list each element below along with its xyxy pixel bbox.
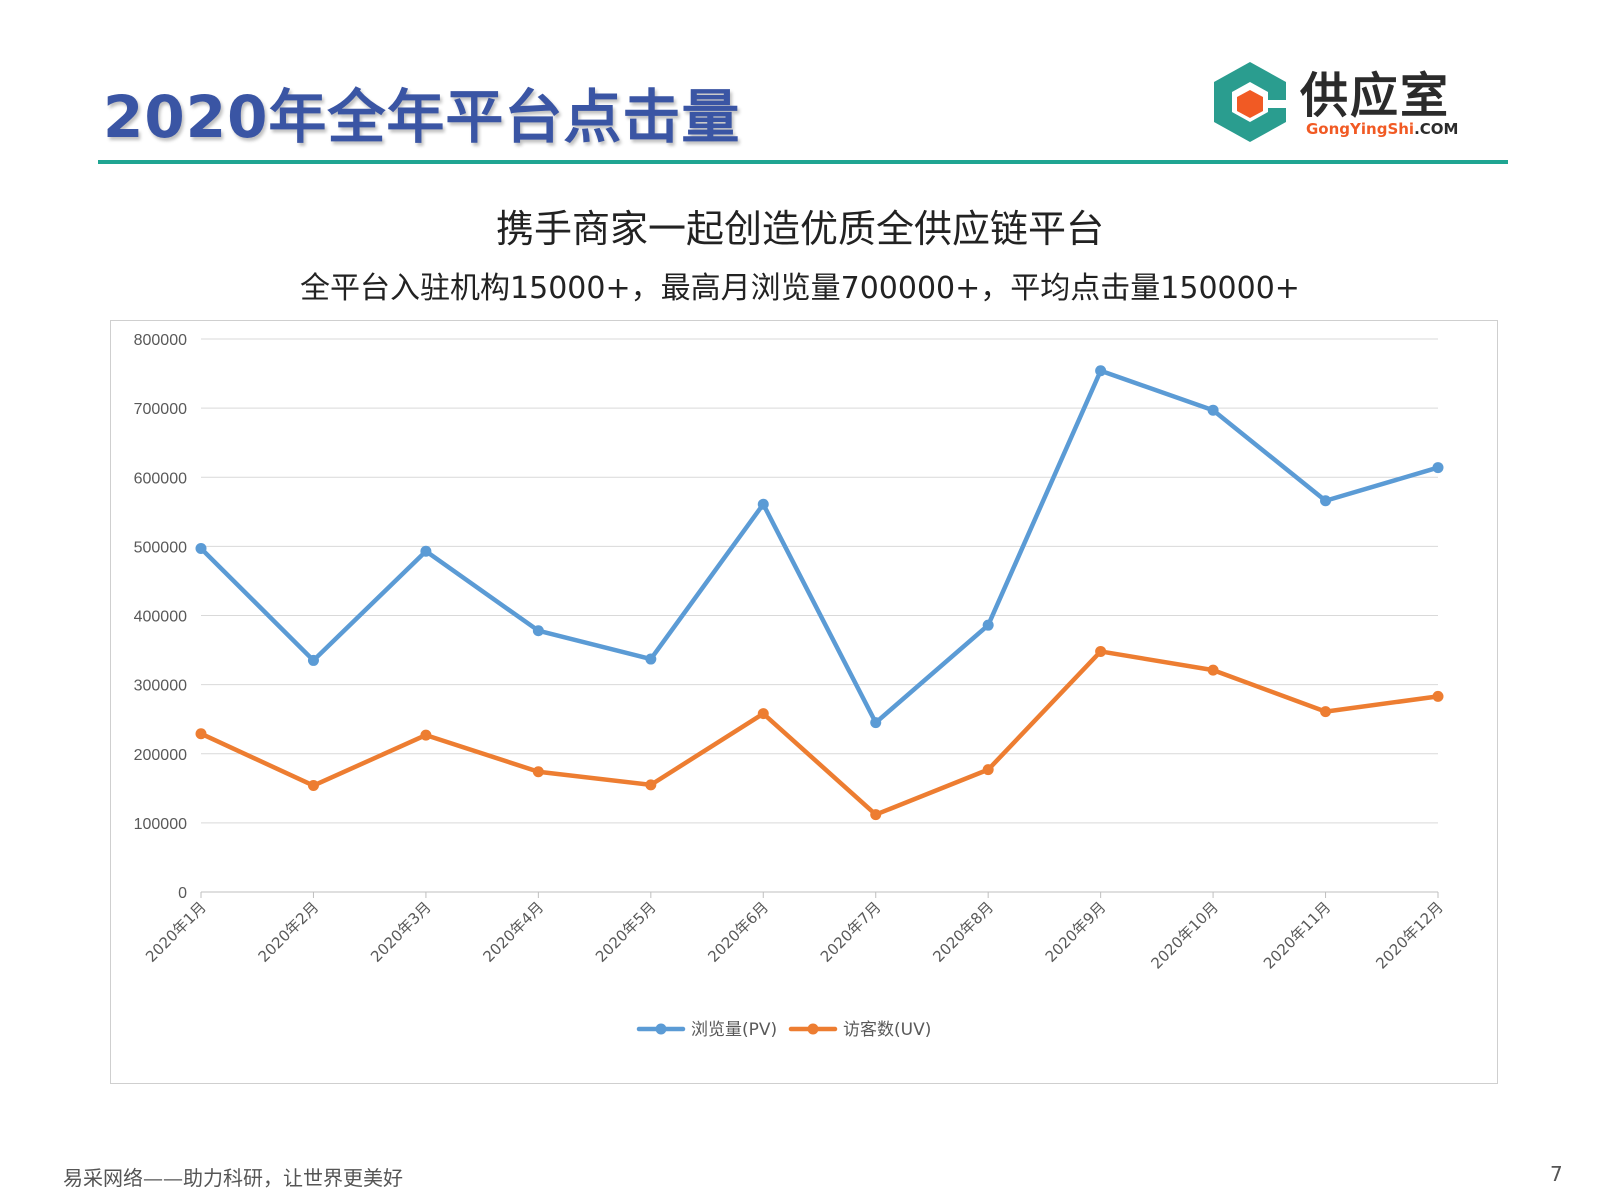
x-tick-label: 2020年9月	[1042, 898, 1110, 966]
page-number: 7	[1550, 1162, 1563, 1186]
x-tick-label: 2020年8月	[929, 898, 997, 966]
series-2-point	[195, 728, 207, 740]
series-1-point	[757, 498, 769, 510]
x-tick-label: 2020年1月	[142, 898, 210, 966]
logo-name: 供应室	[1300, 68, 1451, 124]
logo-domain: GongYingShi.COM	[1306, 120, 1458, 138]
title-rule	[98, 160, 1508, 164]
logo-domain-prefix: GongYingShi	[1306, 120, 1415, 138]
slide-title: 2020年全年平台点击量	[103, 83, 741, 151]
series-1-point	[1095, 365, 1107, 377]
series-2-point	[307, 780, 319, 792]
y-tick-label: 200000	[134, 747, 187, 764]
footer-text: 易采网络——助力科研，让世界更美好	[63, 1166, 403, 1190]
x-tick-label: 2020年2月	[255, 898, 323, 966]
legend-swatch-marker	[807, 1023, 819, 1035]
y-tick-label: 0	[178, 885, 187, 902]
legend-swatch-marker	[655, 1023, 667, 1035]
headline: 携手商家一起创造优质全供应链平台	[495, 207, 1104, 251]
x-tick-label: 2020年12月	[1372, 898, 1446, 972]
series-2-point	[982, 764, 994, 776]
x-tick-label: 2020年3月	[367, 898, 435, 966]
series-1-point	[645, 653, 657, 665]
y-tick-label: 600000	[134, 470, 187, 487]
x-tick-label: 2020年6月	[704, 898, 772, 966]
y-tick-label: 100000	[134, 816, 187, 833]
series-line-2	[198, 649, 1441, 817]
y-tick-label: 300000	[134, 678, 187, 695]
logo-domain-suffix: .COM	[1414, 120, 1459, 138]
y-tick-label: 500000	[134, 539, 187, 556]
x-tick-label: 2020年4月	[480, 898, 548, 966]
y-tick-label: 800000	[134, 332, 187, 349]
legend-label: 浏览量(PV)	[691, 1020, 777, 1040]
x-tick-label: 2020年5月	[592, 898, 660, 966]
series-2-point	[1095, 645, 1107, 657]
series-2-point	[420, 729, 432, 741]
logo-hexagon-icon	[1214, 62, 1286, 142]
x-tick-label: 2020年10月	[1147, 898, 1221, 972]
series-2-point	[1320, 706, 1332, 718]
x-tick-label: 2020年7月	[817, 898, 885, 966]
series-1-point	[195, 542, 207, 554]
series-1-point	[870, 717, 882, 729]
series-1-point	[1207, 404, 1219, 416]
line-chart: 0 100000 200000 300000 400000 500000 600000 700…	[134, 332, 1447, 1040]
x-tick-label: 2020年11月	[1260, 898, 1334, 972]
series-2-point	[870, 809, 882, 821]
series-1-point	[1432, 462, 1444, 474]
series-1-point	[307, 654, 319, 666]
series-1-point	[982, 619, 994, 631]
series-2-point	[757, 708, 769, 720]
series-line-1	[198, 368, 1441, 725]
series-1-point	[420, 545, 432, 557]
chart-frame: 0 100000 200000 300000 400000 500000 600000 700…	[110, 320, 1498, 1084]
series-2-point	[645, 779, 657, 791]
series-1-point	[532, 625, 544, 637]
subheadline: 全平台入驻机构15000+，最高月浏览量700000+，平均点击量150000+	[300, 271, 1300, 306]
series-1-point	[1320, 495, 1332, 507]
series-2-point	[1207, 664, 1219, 676]
y-tick-label: 400000	[134, 609, 187, 626]
series-2-point	[1432, 690, 1444, 702]
legend-label: 访客数(UV)	[843, 1020, 931, 1040]
y-tick-label: 700000	[134, 401, 187, 418]
series-2-point	[532, 766, 544, 778]
logo: 供应室 GongYingShi.COM	[1208, 56, 1508, 146]
